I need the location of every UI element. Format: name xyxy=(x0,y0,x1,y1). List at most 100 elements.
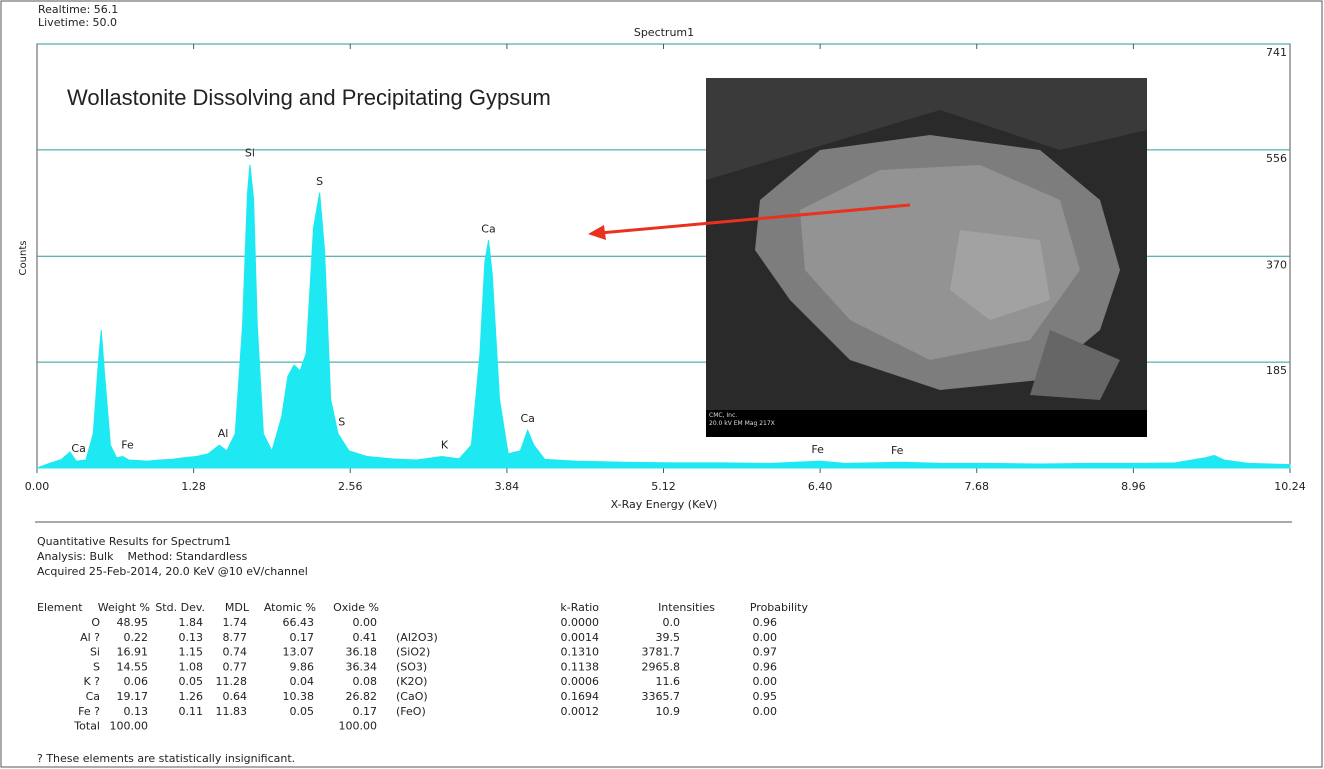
table-cell: 1.15 xyxy=(179,646,204,659)
table-cell: 0.1138 xyxy=(561,660,600,673)
table-cell: 0.00 xyxy=(753,631,778,644)
table-cell: 8.77 xyxy=(223,631,248,644)
table-cell: Total xyxy=(73,720,100,733)
table-cell: 0.05 xyxy=(179,675,204,688)
column-header: Element xyxy=(37,601,83,614)
y-axis-label: Counts xyxy=(18,241,29,276)
table-cell: 11.83 xyxy=(216,705,248,718)
y-tick-label: 556 xyxy=(1266,152,1287,165)
table-cell: 0.04 xyxy=(290,675,315,688)
column-header: Intensities xyxy=(658,601,715,614)
peak-label: K xyxy=(441,439,449,452)
peak-label: Ca xyxy=(481,222,495,235)
column-header: Atomic % xyxy=(264,601,316,614)
table-cell: 0.95 xyxy=(753,690,778,703)
x-tick-label: 6.40 xyxy=(808,480,833,493)
peak-label: S xyxy=(316,175,323,188)
table-cell: 0.0012 xyxy=(561,705,600,718)
table-cell: 11.6 xyxy=(656,675,681,688)
table-cell: 36.34 xyxy=(346,660,378,673)
particle-highlight xyxy=(950,230,1050,320)
y-tick-label: 370 xyxy=(1266,258,1287,271)
x-tick-label: 3.84 xyxy=(495,480,520,493)
table-cell: O xyxy=(91,616,100,629)
overlay-title: Wollastonite Dissolving and Precipitatin… xyxy=(67,85,551,110)
table-cell: 26.82 xyxy=(346,690,378,703)
table-cell: 2965.8 xyxy=(642,660,681,673)
arrow-head xyxy=(588,225,606,240)
table-cell: 14.55 xyxy=(117,660,149,673)
table-cell: 16.91 xyxy=(117,646,149,659)
table-cell: 0.11 xyxy=(179,705,204,718)
x-axis-label: X-Ray Energy (KeV) xyxy=(611,498,718,511)
y-tick-label: 185 xyxy=(1266,364,1287,377)
arrow-shaft xyxy=(599,203,911,235)
table-cell: 0.13 xyxy=(179,631,204,644)
column-header: Std. Dev. xyxy=(155,601,205,614)
table-cell: 3781.7 xyxy=(642,646,681,659)
table-cell: 3365.7 xyxy=(642,690,681,703)
table-cell: 66.43 xyxy=(283,616,315,629)
x-tick-label: 10.24 xyxy=(1274,480,1306,493)
peak-label: S xyxy=(338,416,345,429)
peak-label: Fe xyxy=(891,444,904,457)
results-analysis: Analysis: Bulk Method: Standardless xyxy=(37,550,248,563)
x-tick-label: 5.12 xyxy=(651,480,676,493)
x-tick-label: 7.68 xyxy=(965,480,990,493)
table-cell: K ? xyxy=(83,675,100,688)
results-acquired: Acquired 25-Feb-2014, 20.0 KeV @10 eV/ch… xyxy=(37,565,308,578)
column-header: k-Ratio xyxy=(560,601,599,614)
peak-label: Al xyxy=(218,427,229,440)
x-tick-label: 8.96 xyxy=(1121,480,1146,493)
table-cell: 0.00 xyxy=(353,616,378,629)
table-cell: 0.77 xyxy=(223,660,248,673)
table-cell: 48.95 xyxy=(117,616,149,629)
table-cell: 0.22 xyxy=(124,631,149,644)
table-cell: 0.0 xyxy=(663,616,681,629)
table-cell: 0.41 xyxy=(353,631,378,644)
table-cell: 0.96 xyxy=(753,616,778,629)
image-shade xyxy=(706,78,1147,180)
table-cell: (Al2O3) xyxy=(396,631,438,644)
table-cell: 1.74 xyxy=(223,616,248,629)
table-cell: 1.26 xyxy=(179,690,204,703)
livetime: Livetime: 50.0 xyxy=(38,16,117,29)
table-cell: 0.00 xyxy=(753,675,778,688)
table-cell: 0.08 xyxy=(353,675,378,688)
table-cell: 0.05 xyxy=(290,705,315,718)
table-cell: 0.0000 xyxy=(561,616,600,629)
table-cell: 0.96 xyxy=(753,660,778,673)
peak-label: Ca xyxy=(71,442,85,455)
table-cell: 0.74 xyxy=(223,646,248,659)
image-caption: CMC, Inc. xyxy=(709,412,737,419)
table-cell: Si xyxy=(90,646,100,659)
table-cell: 13.07 xyxy=(283,646,315,659)
table-cell: 0.06 xyxy=(124,675,149,688)
y-tick-label: 741 xyxy=(1266,46,1287,59)
table-cell: (SO3) xyxy=(396,660,427,673)
arrow xyxy=(588,203,911,240)
chart-title: Spectrum1 xyxy=(634,26,694,39)
column-header: Probability xyxy=(750,601,809,614)
table-cell: 0.1310 xyxy=(561,646,600,659)
table-cell: 0.17 xyxy=(353,705,378,718)
table-cell: 100.00 xyxy=(339,720,378,733)
x-tick-label: 2.56 xyxy=(338,480,363,493)
table-cell: 0.0014 xyxy=(561,631,600,644)
table-cell: Al ? xyxy=(80,631,100,644)
table-cell: 19.17 xyxy=(117,690,149,703)
image-caption-bar xyxy=(706,410,1147,437)
image-caption: 20.0 kV EM Mag 217X xyxy=(709,420,775,427)
peak-label: Fe xyxy=(811,443,824,456)
table-cell: 36.18 xyxy=(346,646,378,659)
table-cell: 1.08 xyxy=(179,660,204,673)
results-title: Quantitative Results for Spectrum1 xyxy=(37,535,231,548)
column-header: Weight % xyxy=(98,601,150,614)
table-cell: 9.86 xyxy=(290,660,315,673)
peak-label: Si xyxy=(245,147,255,160)
spectrum xyxy=(36,164,1291,469)
table-cell: 39.5 xyxy=(656,631,681,644)
table-cell: (K2O) xyxy=(396,675,427,688)
table-cell: 0.0006 xyxy=(561,675,600,688)
